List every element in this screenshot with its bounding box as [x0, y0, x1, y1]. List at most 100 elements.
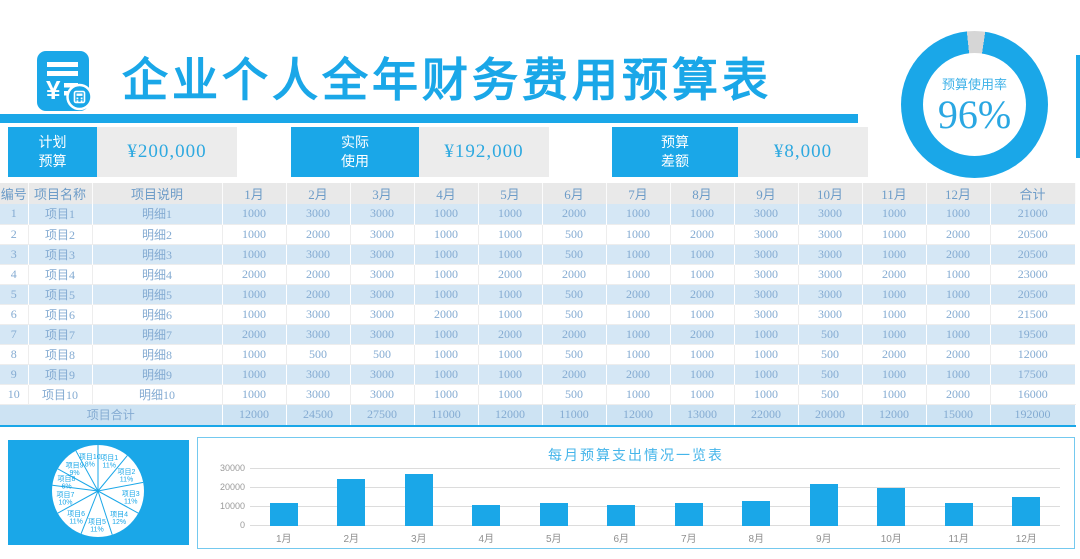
cell-month-value[interactable]: 1000 [478, 383, 543, 405]
cell-month-total[interactable]: 11000 [542, 404, 607, 427]
cell-project-name[interactable]: 项目4 [28, 263, 93, 285]
cell-month-value[interactable]: 500 [798, 364, 863, 384]
cell-month-value[interactable]: 1000 [734, 364, 799, 384]
cell-month-value[interactable]: 2000 [478, 324, 543, 344]
cell-month-value[interactable]: 2000 [222, 263, 287, 285]
cell-project-name[interactable]: 项目1 [28, 204, 93, 224]
cell-row-total[interactable]: 23000 [990, 263, 1075, 285]
cell-row-number[interactable]: 4 [0, 263, 29, 285]
cell-month-value[interactable]: 3000 [350, 284, 415, 304]
cell-month-value[interactable]: 3000 [350, 324, 415, 344]
column-header[interactable]: 12月 [926, 183, 991, 204]
cell-month-value[interactable]: 500 [542, 244, 607, 264]
cell-project-name[interactable]: 项目6 [28, 303, 93, 325]
cell-month-value[interactable]: 2000 [414, 303, 479, 325]
cell-month-value[interactable]: 1000 [606, 303, 671, 325]
cell-month-value[interactable]: 1000 [606, 244, 671, 264]
cell-month-value[interactable]: 1000 [670, 263, 735, 285]
cell-month-value[interactable]: 1000 [414, 343, 479, 365]
cell-month-value[interactable]: 500 [350, 343, 415, 365]
column-header[interactable]: 7月 [606, 183, 671, 204]
cell-month-value[interactable]: 3000 [286, 364, 351, 384]
cell-month-value[interactable]: 1000 [414, 263, 479, 285]
cell-month-value[interactable]: 2000 [862, 263, 927, 285]
cell-month-value[interactable]: 2000 [542, 263, 607, 285]
cell-month-value[interactable]: 3000 [734, 303, 799, 325]
cell-project-name[interactable]: 项目7 [28, 324, 93, 344]
cell-month-value[interactable]: 1000 [926, 284, 991, 304]
cell-row-total[interactable]: 20500 [990, 223, 1075, 245]
cell-month-value[interactable]: 3000 [350, 204, 415, 224]
cell-project-desc[interactable]: 明细1 [92, 204, 223, 224]
cell-month-value[interactable]: 1000 [222, 223, 287, 245]
cell-month-value[interactable]: 1000 [222, 284, 287, 304]
cell-month-value[interactable]: 2000 [670, 324, 735, 344]
cell-month-value[interactable]: 3000 [286, 244, 351, 264]
cell-row-number[interactable]: 1 [0, 204, 29, 224]
cell-row-number[interactable]: 2 [0, 223, 29, 245]
cell-month-value[interactable]: 1000 [862, 324, 927, 344]
cell-month-value[interactable]: 3000 [734, 263, 799, 285]
cell-month-value[interactable]: 1000 [926, 263, 991, 285]
cell-month-value[interactable]: 1000 [606, 204, 671, 224]
cell-month-value[interactable]: 1000 [414, 223, 479, 245]
cell-month-value[interactable]: 2000 [542, 204, 607, 224]
cell-month-total[interactable]: 11000 [414, 404, 479, 427]
cell-row-number[interactable]: 5 [0, 284, 29, 304]
cell-month-value[interactable]: 2000 [286, 223, 351, 245]
column-header[interactable]: 项目说明 [92, 183, 223, 204]
cell-month-total[interactable]: 13000 [670, 404, 735, 427]
cell-project-desc[interactable]: 明细5 [92, 284, 223, 304]
cell-month-value[interactable]: 3000 [798, 303, 863, 325]
column-header[interactable]: 10月 [798, 183, 863, 204]
cell-row-total[interactable]: 21500 [990, 303, 1075, 325]
cell-month-value[interactable]: 3000 [798, 263, 863, 285]
cell-month-value[interactable]: 3000 [286, 324, 351, 344]
cell-month-value[interactable]: 1000 [862, 244, 927, 264]
cell-row-total[interactable]: 21000 [990, 204, 1075, 224]
cell-month-value[interactable]: 1000 [478, 364, 543, 384]
cell-month-value[interactable]: 1000 [670, 303, 735, 325]
cell-row-total[interactable]: 12000 [990, 343, 1075, 365]
cell-month-value[interactable]: 1000 [926, 204, 991, 224]
cell-month-value[interactable]: 1000 [606, 343, 671, 365]
cell-month-value[interactable]: 1000 [926, 324, 991, 344]
cell-month-value[interactable]: 1000 [734, 383, 799, 405]
cell-month-value[interactable]: 500 [542, 343, 607, 365]
cell-month-value[interactable]: 3000 [350, 383, 415, 405]
cell-month-value[interactable]: 500 [542, 284, 607, 304]
cell-month-value[interactable]: 1000 [670, 364, 735, 384]
cell-month-value[interactable]: 1000 [734, 324, 799, 344]
cell-month-value[interactable]: 2000 [606, 364, 671, 384]
cell-project-name[interactable]: 项目2 [28, 223, 93, 245]
cell-month-value[interactable]: 3000 [350, 303, 415, 325]
cell-month-value[interactable]: 1000 [222, 244, 287, 264]
cell-month-value[interactable]: 1000 [222, 303, 287, 325]
cell-row-total[interactable]: 20500 [990, 284, 1075, 304]
cell-month-value[interactable]: 1000 [606, 383, 671, 405]
cell-month-value[interactable]: 500 [798, 383, 863, 405]
cell-month-value[interactable]: 1000 [478, 303, 543, 325]
cell-month-value[interactable]: 500 [542, 383, 607, 405]
cell-month-value[interactable]: 1000 [414, 204, 479, 224]
cell-month-value[interactable]: 2000 [286, 284, 351, 304]
planned-budget-value[interactable]: ¥200,000 [97, 127, 237, 177]
cell-month-value[interactable]: 3000 [798, 284, 863, 304]
cell-month-value[interactable]: 2000 [478, 263, 543, 285]
column-header[interactable]: 编号 [0, 183, 29, 204]
cell-row-total[interactable]: 20500 [990, 244, 1075, 264]
column-header[interactable]: 项目名称 [28, 183, 93, 204]
cell-row-number[interactable]: 9 [0, 364, 29, 384]
cell-project-desc[interactable]: 明细9 [92, 364, 223, 384]
cell-month-total[interactable]: 24500 [286, 404, 351, 427]
cell-month-value[interactable]: 3000 [734, 244, 799, 264]
cell-project-desc[interactable]: 明细8 [92, 343, 223, 365]
cell-month-value[interactable]: 3000 [286, 303, 351, 325]
cell-project-desc[interactable]: 明细2 [92, 223, 223, 245]
cell-row-number[interactable]: 3 [0, 244, 29, 264]
cell-month-value[interactable]: 3000 [734, 204, 799, 224]
cell-project-desc[interactable]: 明细3 [92, 244, 223, 264]
cell-row-total[interactable]: 17500 [990, 364, 1075, 384]
column-header[interactable]: 6月 [542, 183, 607, 204]
actual-use-value[interactable]: ¥192,000 [419, 127, 549, 177]
